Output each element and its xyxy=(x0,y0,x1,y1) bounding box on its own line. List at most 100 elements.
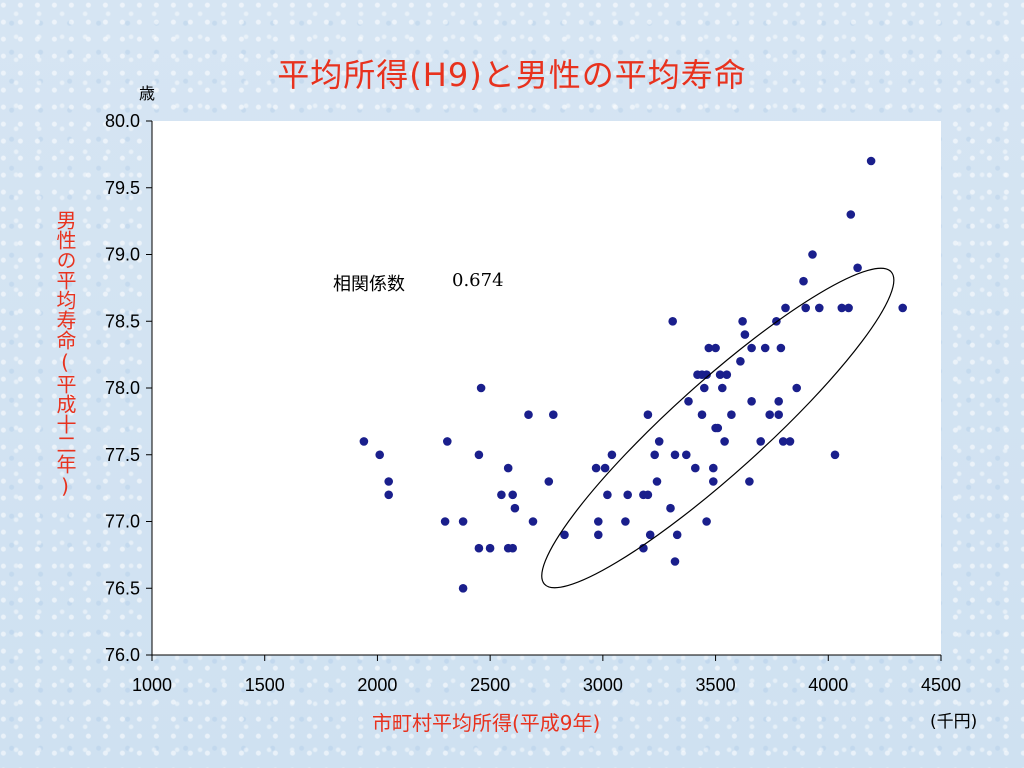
x-axis-unit: (千円) xyxy=(930,712,978,732)
data-point xyxy=(359,437,369,446)
data-point xyxy=(745,477,754,486)
chart-title: 平均所得(H9)と男性の平均寿命 xyxy=(277,56,747,94)
x-tick-label: 1500 xyxy=(245,675,285,695)
data-point xyxy=(623,490,632,500)
data-point xyxy=(792,383,801,393)
data-point xyxy=(528,517,538,526)
data-point xyxy=(603,490,612,500)
data-point xyxy=(747,343,756,353)
data-point xyxy=(670,557,680,566)
data-point xyxy=(866,156,876,166)
data-point xyxy=(643,490,653,500)
data-point xyxy=(600,463,610,473)
data-point xyxy=(830,450,840,460)
x-tick-label: 2500 xyxy=(470,675,510,695)
data-point xyxy=(846,210,856,219)
data-point xyxy=(691,463,700,473)
y-tick-label: 77.5 xyxy=(105,445,140,465)
data-point xyxy=(799,276,808,286)
data-point xyxy=(458,584,468,593)
data-point xyxy=(898,303,907,313)
plot-area xyxy=(152,121,941,655)
data-point xyxy=(781,303,790,313)
data-point xyxy=(778,437,788,446)
y-axis-unit: 歳 xyxy=(139,84,156,103)
data-point xyxy=(384,477,394,486)
data-point xyxy=(474,543,484,553)
y-tick-label: 79.0 xyxy=(105,245,140,265)
data-point xyxy=(503,463,513,473)
data-point xyxy=(756,437,765,446)
x-tick-label: 4000 xyxy=(808,675,848,695)
data-point xyxy=(375,450,385,460)
x-tick-label: 4500 xyxy=(921,675,961,695)
y-axis-label: 男性の平均寿命(平成十二年) xyxy=(53,210,77,498)
x-tick-label: 3000 xyxy=(583,675,623,695)
data-point xyxy=(697,410,707,420)
data-point xyxy=(740,330,750,339)
data-point xyxy=(702,517,711,526)
y-tick-label: 79.5 xyxy=(105,178,140,198)
data-point xyxy=(645,530,655,540)
data-point xyxy=(704,343,714,353)
data-point xyxy=(702,370,711,380)
data-point xyxy=(711,343,720,353)
data-point xyxy=(643,410,653,420)
data-point xyxy=(666,503,675,513)
y-tick-label: 78.5 xyxy=(105,311,140,331)
data-point xyxy=(560,530,569,540)
data-point xyxy=(815,303,824,313)
data-point xyxy=(458,517,468,526)
data-point xyxy=(853,263,862,273)
data-point xyxy=(682,450,691,460)
y-tick-label: 76.0 xyxy=(105,645,140,665)
y-ticks: 80.0 79.5 79.0 78.5 78.0 77.5 77.0 76.5 76.0 xyxy=(105,111,152,665)
data-point xyxy=(591,463,601,473)
data-point xyxy=(808,250,817,259)
data-point xyxy=(722,370,732,380)
data-point xyxy=(670,450,680,460)
x-tick-label: 1000 xyxy=(132,675,172,695)
data-point xyxy=(837,303,847,313)
data-point xyxy=(508,543,517,553)
data-point xyxy=(709,463,718,473)
data-point xyxy=(774,397,783,406)
data-point xyxy=(760,343,770,353)
x-tick-label: 2000 xyxy=(357,675,397,695)
y-tick-label: 76.5 xyxy=(105,578,140,598)
data-point xyxy=(774,410,783,420)
correlation-label: 相関係数 xyxy=(333,274,405,295)
data-point xyxy=(443,437,452,446)
data-point xyxy=(684,397,693,406)
data-point xyxy=(785,437,795,446)
y-tick-label: 78.0 xyxy=(105,378,140,398)
data-point xyxy=(384,490,394,500)
data-point xyxy=(607,450,617,460)
data-point xyxy=(497,490,506,500)
x-ticks: 1000 1500 2000 2500 3000 3500 4000 4500 xyxy=(132,655,961,695)
data-point xyxy=(747,397,756,406)
data-point xyxy=(474,450,484,460)
data-point xyxy=(485,543,495,553)
data-point xyxy=(594,517,603,526)
data-point xyxy=(738,317,747,326)
data-point xyxy=(654,437,664,446)
data-point xyxy=(709,477,718,486)
correlation-ellipse-group xyxy=(541,267,895,589)
correlation-ellipse xyxy=(541,267,895,589)
data-point xyxy=(720,437,729,446)
data-point xyxy=(715,370,725,380)
data-point xyxy=(650,450,659,460)
data-point xyxy=(549,410,558,420)
data-point xyxy=(652,477,662,486)
data-point xyxy=(510,503,520,513)
data-point xyxy=(727,410,736,420)
data-point xyxy=(801,303,810,313)
correlation-value: 0.674 xyxy=(452,270,504,291)
y-tick-label: 77.0 xyxy=(105,512,140,532)
x-axis-label: 市町村平均所得(平成9年) xyxy=(372,711,601,735)
data-point xyxy=(700,383,709,393)
data-point xyxy=(672,530,682,540)
x-tick-label: 3500 xyxy=(696,675,736,695)
